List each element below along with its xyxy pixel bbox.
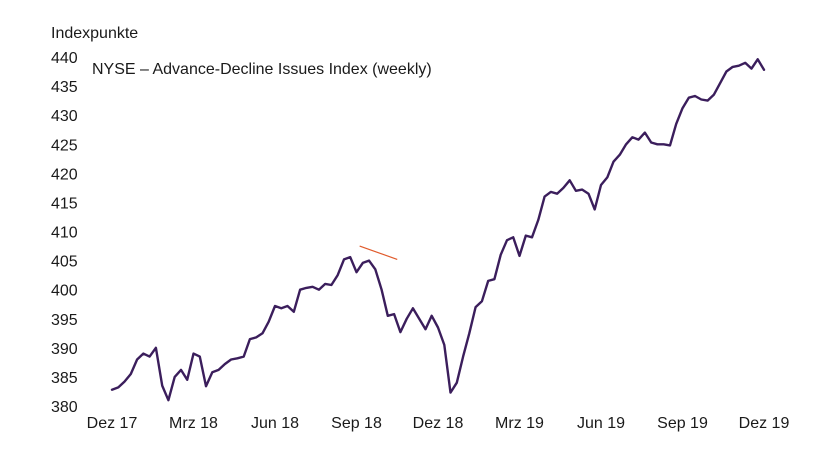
- x-tick-label: Dez 19: [739, 415, 790, 432]
- x-tick-label: Mrz 19: [495, 415, 544, 432]
- series-line: [110, 58, 766, 402]
- y-tick-label: 385: [51, 370, 78, 387]
- x-tick-label: Jun 18: [251, 415, 299, 432]
- x-tick-label: Sep 19: [657, 415, 708, 432]
- y-tick-label: 420: [51, 166, 78, 183]
- y-tick-label: 395: [51, 312, 78, 329]
- y-tick-label: 405: [51, 254, 78, 271]
- y-tick-label: 380: [51, 399, 78, 416]
- y-tick-label: 435: [51, 79, 78, 96]
- y-tick-label: 390: [51, 341, 78, 358]
- x-tick-group: Dez 17 Mrz 18 Jun 18 Sep 18 Dez 18 Mrz 19 Jun …: [87, 415, 790, 432]
- y-tick-label: 430: [51, 108, 78, 125]
- x-tick-label: Dez 17: [87, 415, 138, 432]
- y-tick-group: 380 385 390 395 400 405 410 415 420 425 430 435 440: [51, 50, 78, 416]
- series-group: [110, 58, 766, 402]
- annotation-line: [359, 245, 398, 260]
- chart-title: NYSE – Advance-Decline Issues Index (wee…: [92, 61, 432, 78]
- y-tick-label: 415: [51, 195, 78, 212]
- y-tick-label: 400: [51, 283, 78, 300]
- annotation-group: [359, 245, 398, 260]
- x-tick-label: Dez 18: [413, 415, 464, 432]
- x-tick-label: Jun 19: [577, 415, 625, 432]
- y-axis-label: Indexpunkte: [51, 25, 138, 42]
- y-tick-label: 440: [51, 50, 78, 67]
- x-tick-label: Sep 18: [331, 415, 382, 432]
- y-tick-label: 425: [51, 137, 78, 154]
- y-tick-label: 410: [51, 225, 78, 242]
- x-tick-label: Mrz 18: [169, 415, 218, 432]
